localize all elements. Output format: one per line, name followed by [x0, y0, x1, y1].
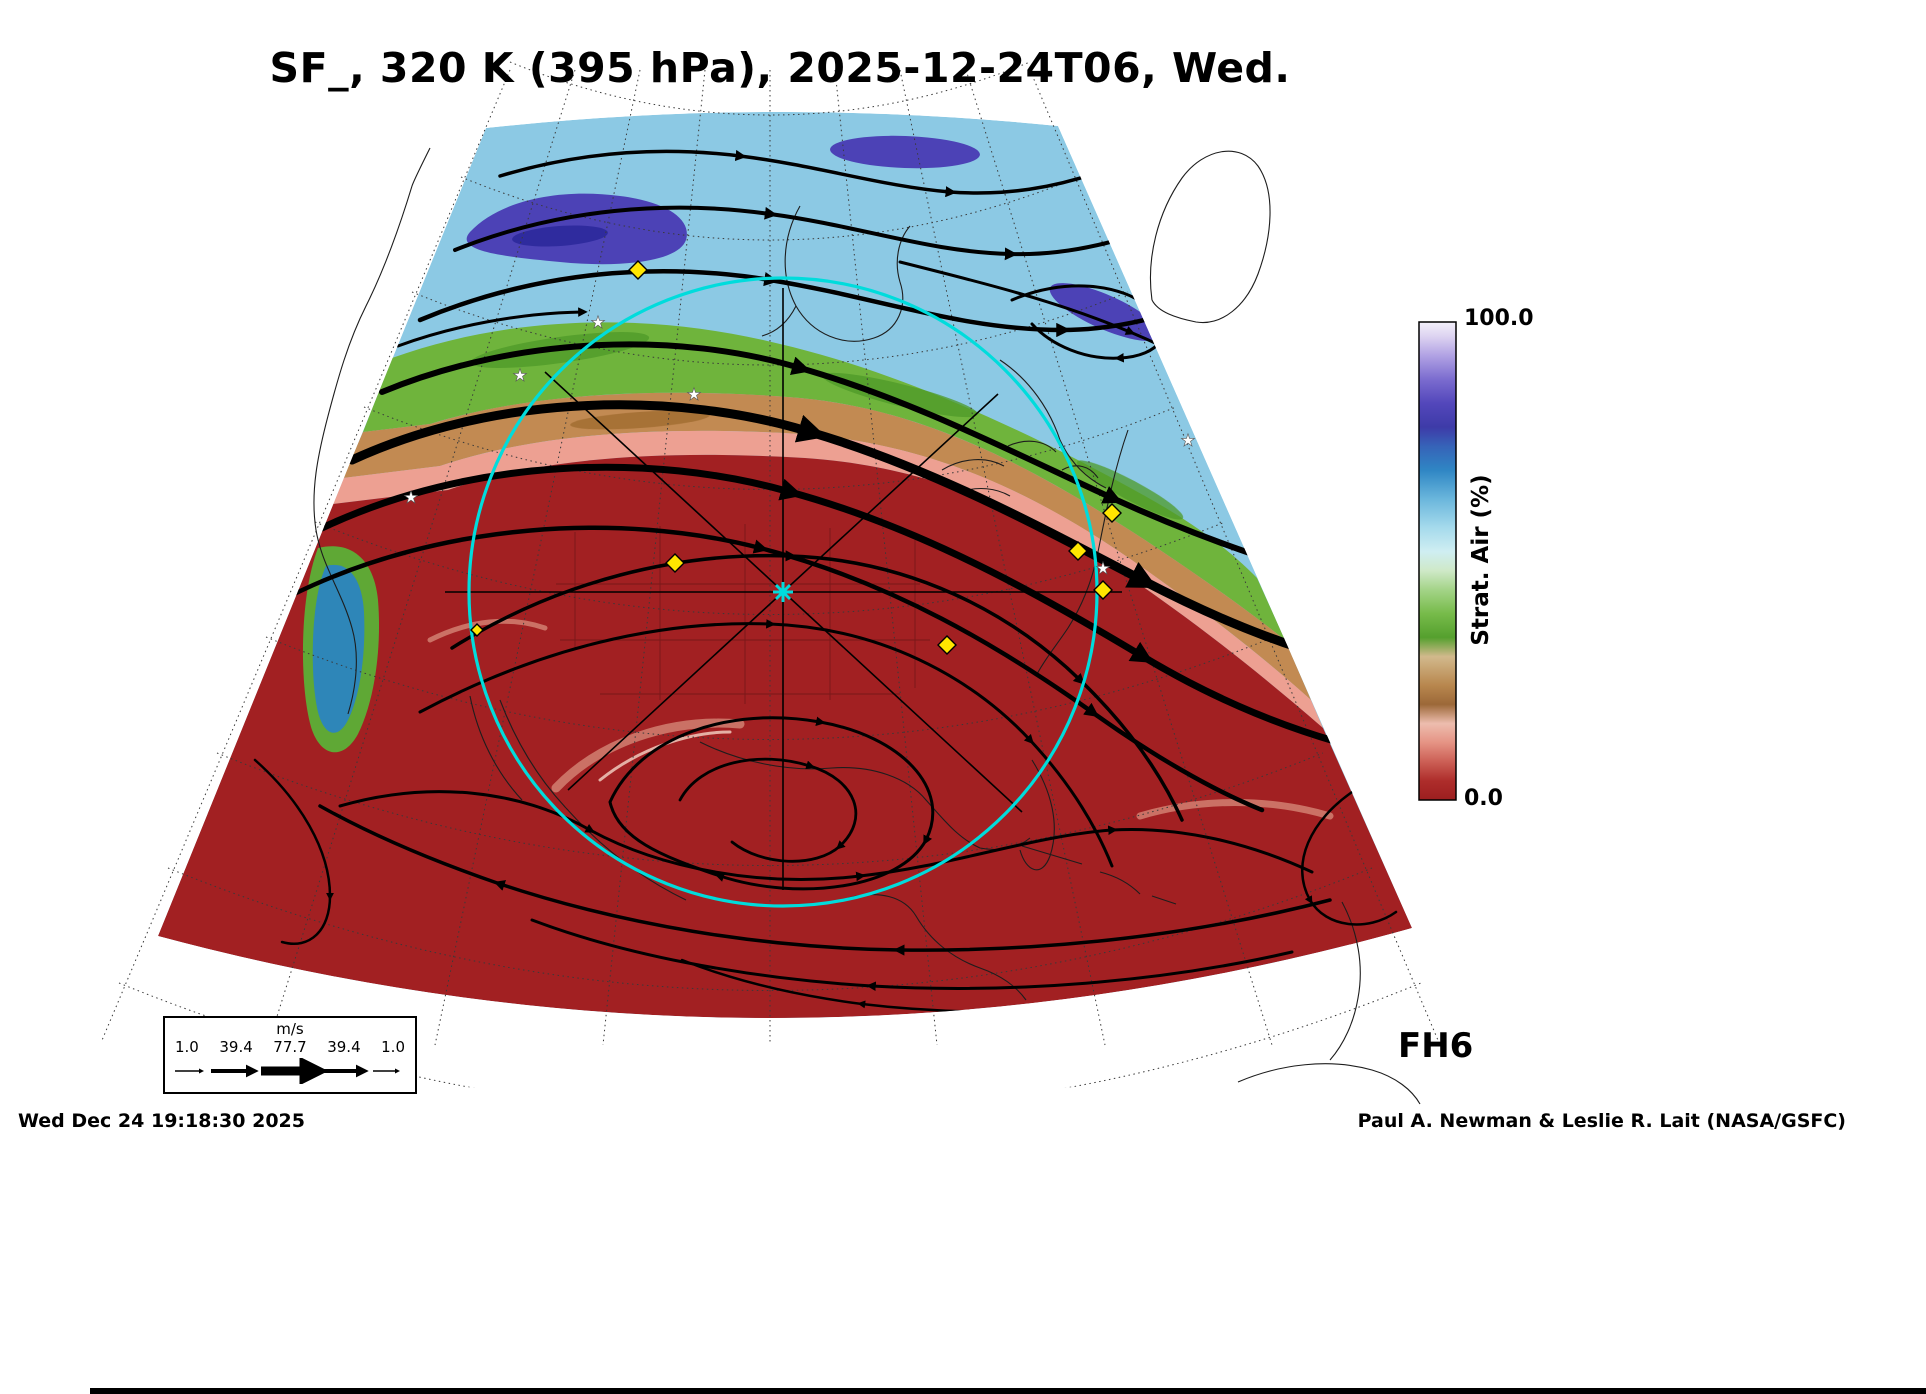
- credit-label: Paul A. Newman & Leslie R. Lait (NASA/GS…: [1357, 1110, 1846, 1132]
- bottom-border-bar: [90, 1388, 1926, 1394]
- page-title: SF_, 320 K (395 hPa), 2025-12-24T06, Wed…: [269, 44, 1291, 92]
- station-star-marker: ★: [512, 366, 527, 386]
- station-diamond-marker: [937, 635, 957, 655]
- station-diamond-marker: [470, 623, 484, 637]
- forecast-hour-label: FH6: [1398, 1026, 1474, 1066]
- station-diamond-marker: [1102, 503, 1122, 523]
- wind-legend-values: 1.0 39.4 77.7 39.4 1.0: [165, 1038, 415, 1056]
- station-star-marker: ★: [686, 385, 701, 405]
- strat-air-field: [158, 111, 1412, 1019]
- wind-legend-unit: m/s: [276, 1020, 304, 1038]
- station-diamond-marker: [1068, 541, 1088, 561]
- station-diamond-marker: [628, 260, 648, 280]
- wind-speed-legend: m/s 1.0 39.4 77.7 39.4 1.0: [163, 1016, 417, 1094]
- wind-legend-value: 1.0: [381, 1038, 405, 1056]
- station-star-marker: ★: [1095, 559, 1110, 579]
- station-star-marker: ★: [1180, 431, 1195, 451]
- wind-legend-value: 77.7: [273, 1038, 307, 1056]
- wind-legend-arrows: [175, 1058, 401, 1084]
- colorbar-axis-label: Strat. Air (%): [1468, 474, 1494, 646]
- wind-legend-value: 39.4: [219, 1038, 253, 1056]
- colorbar: [1418, 321, 1457, 801]
- timestamp-label: Wed Dec 24 19:18:30 2025: [18, 1110, 305, 1132]
- streamlines: [253, 149, 1398, 1014]
- wind-legend-value: 39.4: [327, 1038, 361, 1056]
- colorbar-gradient: [1418, 321, 1457, 801]
- station-diamond-marker: [1093, 580, 1113, 600]
- colorbar-max-label: 100.0: [1464, 306, 1534, 331]
- station-markers: ★ ★ ★ ★ ★ ★: [403, 260, 1196, 655]
- center-star-marker: [773, 582, 793, 602]
- field-purple-core: [512, 225, 608, 247]
- field-left-teal-patch: [312, 564, 365, 733]
- wind-legend-value: 1.0: [175, 1038, 199, 1056]
- station-star-marker: ★: [590, 313, 605, 333]
- colorbar-min-label: 0.0: [1464, 786, 1503, 811]
- station-diamond-marker: [665, 553, 685, 573]
- station-star-marker: ★: [403, 488, 418, 508]
